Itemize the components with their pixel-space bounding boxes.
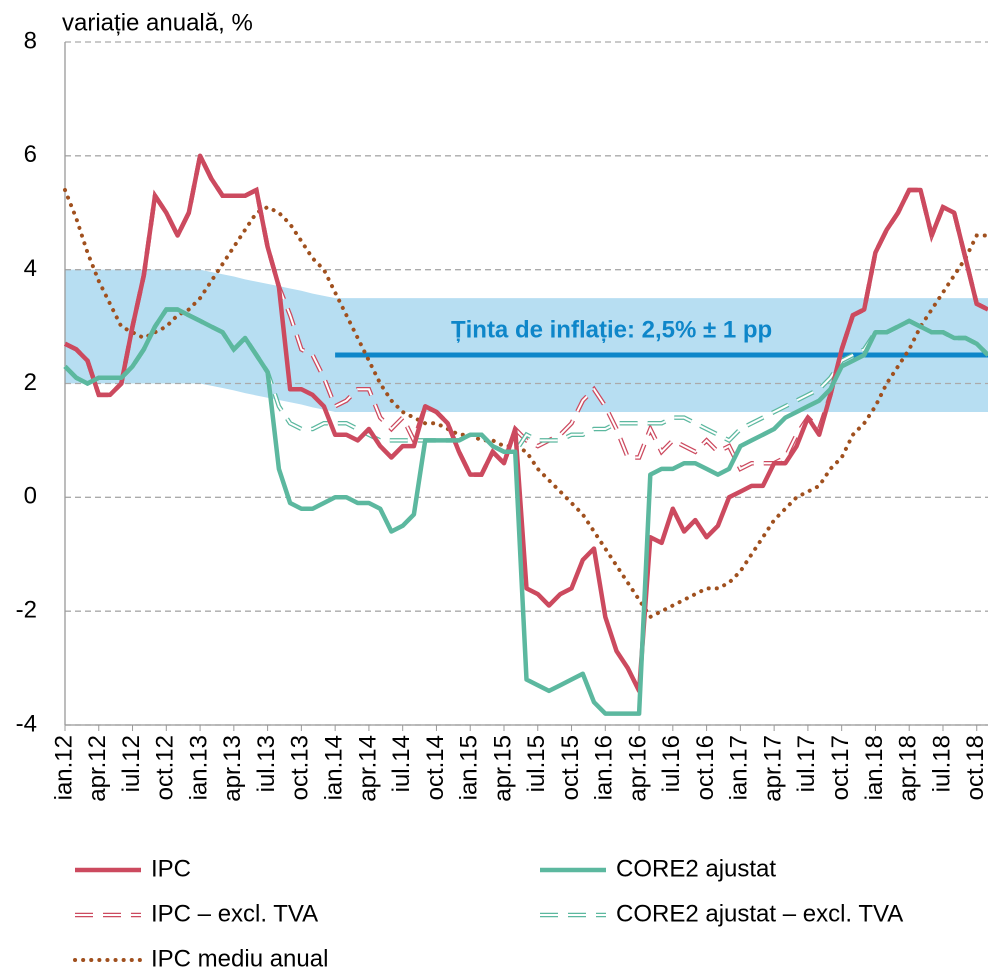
x-tick-label: ian.14 xyxy=(320,735,347,800)
x-tick-label: ian.13 xyxy=(185,735,212,800)
legend-label: CORE2 ajustat xyxy=(616,855,776,882)
x-tick-label: iul.15 xyxy=(523,735,550,792)
x-tick-label: oct.18 xyxy=(962,735,988,800)
y-tick-label: 2 xyxy=(24,369,37,396)
target-label: Ținta de inflație: 2,5% ± 1 pp xyxy=(451,316,772,343)
x-tick-label: oct.13 xyxy=(287,735,314,800)
x-tick-label: iul.16 xyxy=(658,735,685,792)
x-tick-label: oct.16 xyxy=(692,735,719,800)
x-tick-label: ian.12 xyxy=(50,735,77,800)
target-band xyxy=(65,269,988,412)
y-tick-label: 8 xyxy=(24,27,37,54)
legend-label: IPC xyxy=(151,855,191,882)
y-tick-label: 0 xyxy=(24,483,37,510)
legend-label: IPC mediu anual xyxy=(151,945,328,972)
legend-label: CORE2 ajustat – excl. TVA xyxy=(616,900,903,927)
x-tick-label: apr.12 xyxy=(84,735,111,802)
x-tick-label: oct.15 xyxy=(557,735,584,800)
x-tick-label: iul.13 xyxy=(253,735,280,792)
chart-title: variație anuală, % xyxy=(62,9,253,36)
x-tick-label: oct.14 xyxy=(422,735,449,800)
x-tick-label: iul.14 xyxy=(388,735,415,792)
x-tick-label: oct.17 xyxy=(827,735,854,800)
series-line xyxy=(63,307,988,716)
x-tick-label: iul.17 xyxy=(793,735,820,792)
x-tick-label: ian.15 xyxy=(456,735,483,800)
x-tick-label: apr.13 xyxy=(219,735,246,802)
x-tick-label: oct.12 xyxy=(152,735,179,800)
x-tick-label: apr.15 xyxy=(489,735,516,802)
y-tick-label: -2 xyxy=(16,597,37,624)
legend-label: IPC – excl. TVA xyxy=(151,900,318,927)
x-tick-label: apr.16 xyxy=(624,735,651,802)
x-tick-label: iul.18 xyxy=(928,735,955,792)
y-tick-label: 4 xyxy=(24,255,37,282)
x-tick-label: apr.18 xyxy=(895,735,922,802)
x-tick-label: apr.14 xyxy=(354,735,381,802)
x-tick-label: ian.17 xyxy=(726,735,753,800)
series-line xyxy=(63,188,988,620)
x-tick-label: ian.18 xyxy=(861,735,888,800)
y-tick-label: -4 xyxy=(16,710,37,737)
x-tick-label: iul.12 xyxy=(118,735,145,792)
x-tick-label: ian.16 xyxy=(591,735,618,800)
x-tick-label: apr.17 xyxy=(759,735,786,802)
y-tick-label: 6 xyxy=(24,141,37,168)
